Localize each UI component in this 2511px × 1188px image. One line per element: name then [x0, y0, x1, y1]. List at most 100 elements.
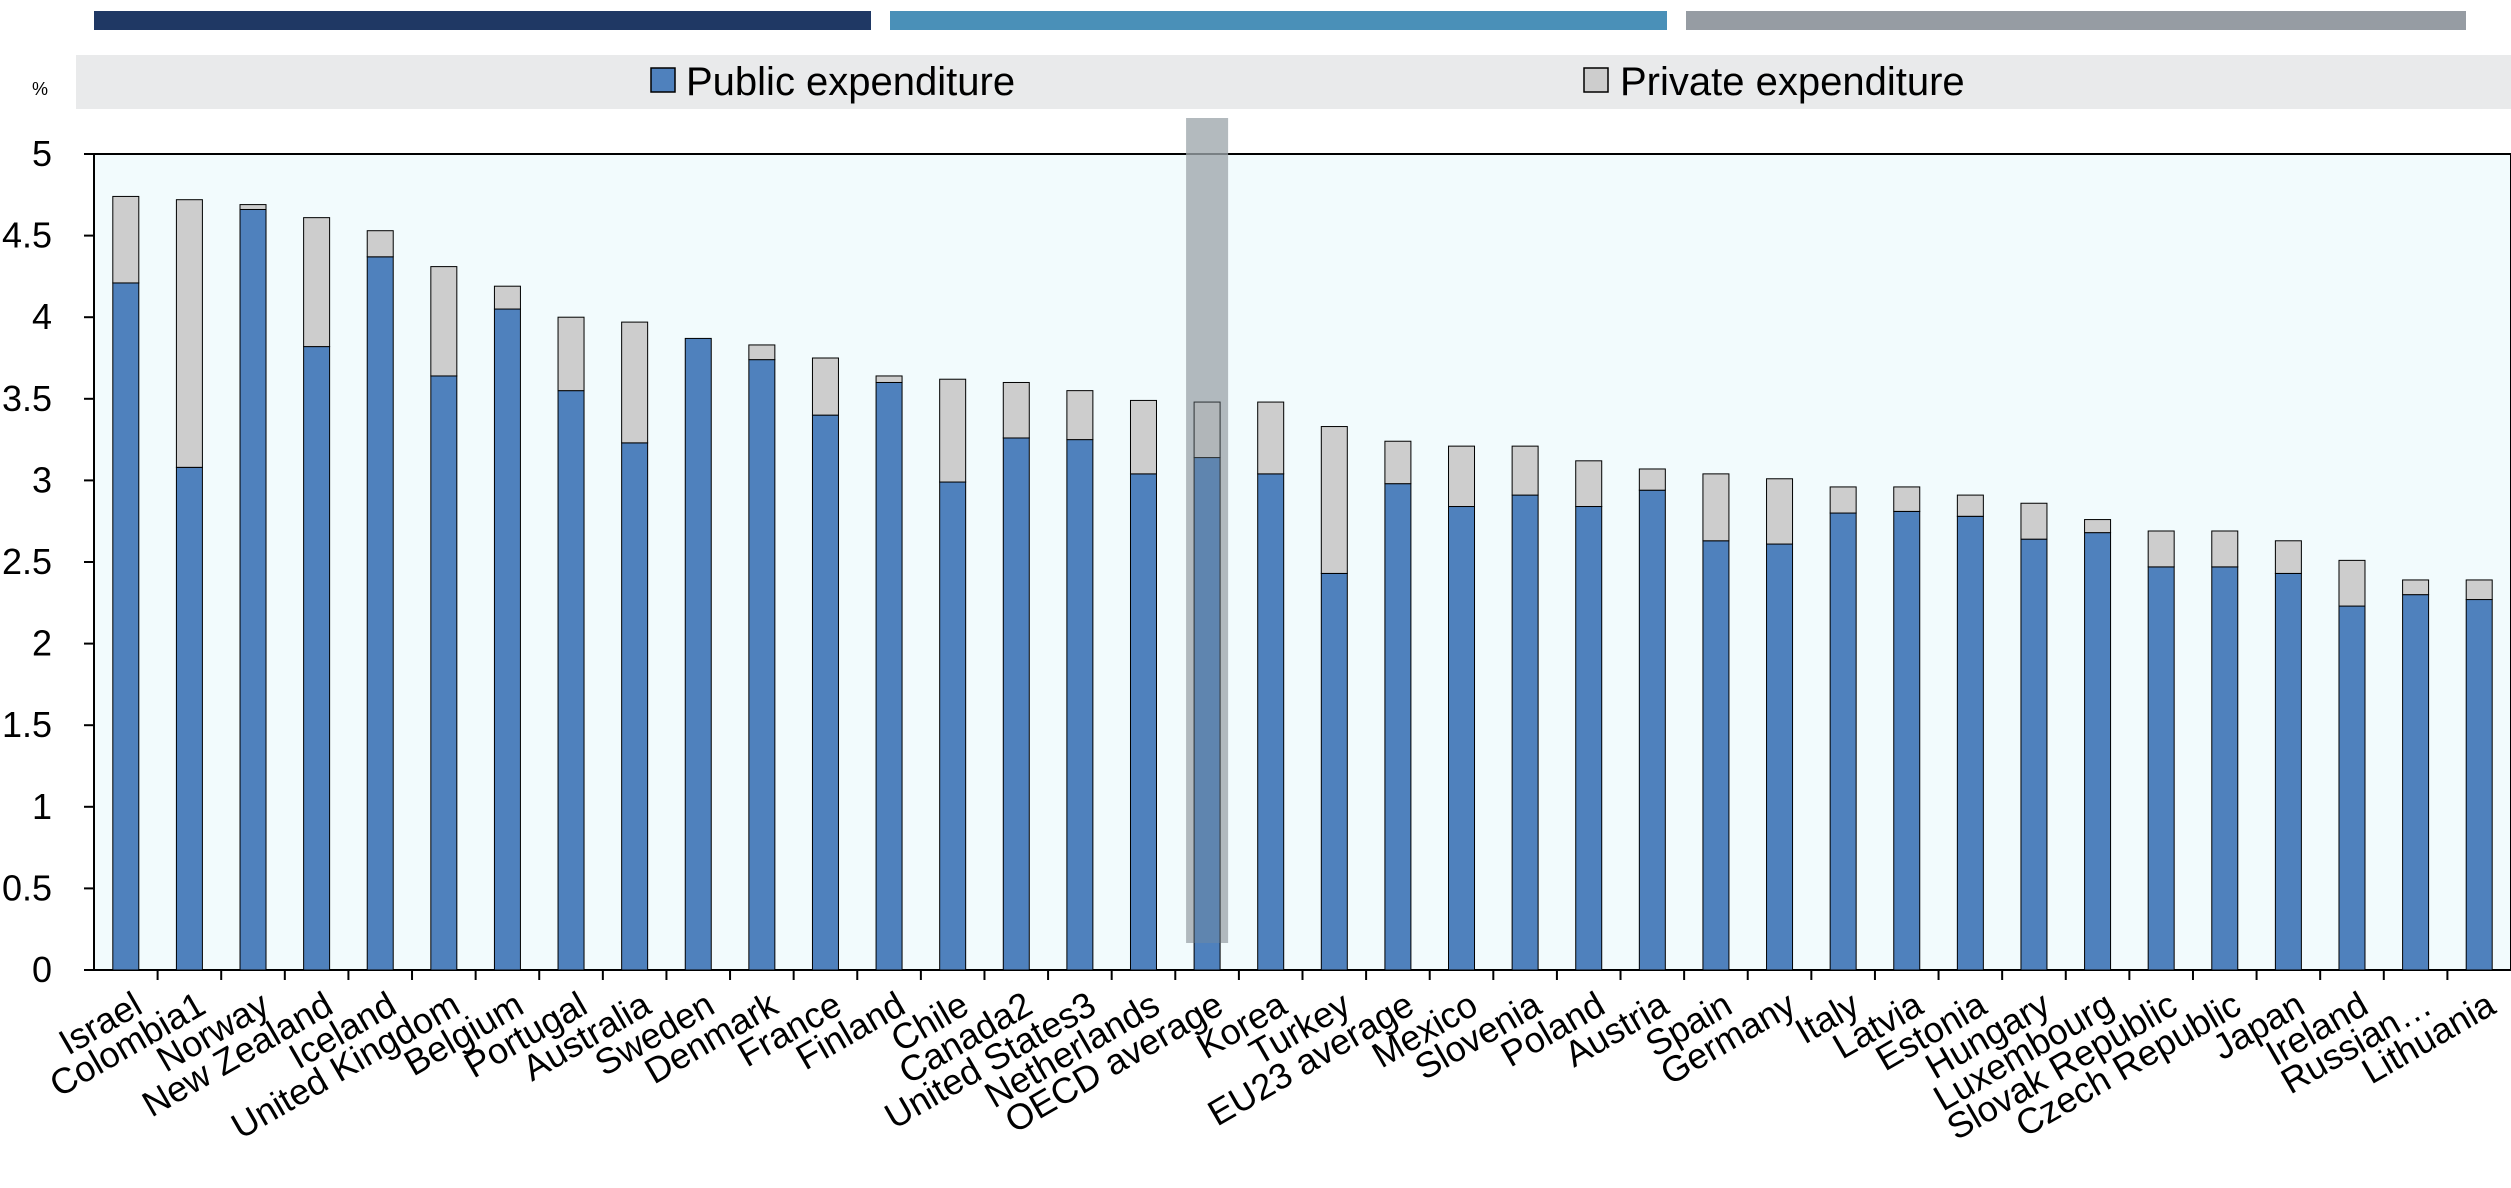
bar-private [2147, 530, 2175, 568]
legend-background [76, 55, 2511, 109]
bar-public [366, 256, 394, 971]
bar-private [2402, 579, 2430, 596]
bar-private [1257, 401, 1285, 475]
bar-private [2465, 579, 2493, 601]
bar-public [1702, 540, 1730, 971]
bar-private [1893, 486, 1921, 512]
legend-swatch-public [650, 67, 676, 93]
bar-private [875, 375, 903, 383]
bar-private [1384, 440, 1412, 485]
bar-public [621, 442, 649, 971]
legend-item-private: Private expenditure [1583, 60, 1965, 104]
bar-public [1956, 515, 1984, 971]
bar-public [1384, 483, 1412, 971]
bar-private [175, 199, 203, 468]
bar-private [1448, 445, 1476, 508]
bar-public [684, 337, 712, 971]
bar-private [939, 378, 967, 483]
bar-public [875, 381, 903, 971]
bar-public [2020, 538, 2048, 971]
bar-private [1129, 399, 1157, 475]
y-tick-label: 1.5 [2, 704, 52, 745]
bar-public [939, 481, 967, 971]
y-tick-label: 3.5 [2, 378, 52, 419]
y-tick-label: 5 [32, 133, 52, 174]
y-tick-label: 3 [32, 459, 52, 500]
bar-private [1702, 473, 1730, 542]
bar-private [557, 316, 585, 392]
bar-private [1829, 486, 1857, 514]
bar-private [1511, 445, 1539, 496]
bar-private [1575, 460, 1603, 508]
bar-public [493, 308, 521, 971]
bar-public [2274, 572, 2302, 971]
bar-public [1638, 489, 1666, 971]
bar-public [430, 375, 458, 971]
bar-private [1066, 390, 1094, 441]
legend-label-private: Private expenditure [1620, 60, 1965, 104]
bar-public [1129, 473, 1157, 971]
bar-public [1002, 437, 1030, 971]
bar-private [2338, 559, 2366, 607]
header-stripe-mid [890, 11, 1667, 30]
bar-private [430, 266, 458, 377]
bar-public [175, 466, 203, 971]
bar-public [1320, 572, 1348, 971]
bar-public [2211, 566, 2239, 971]
y-tick-label: 0.5 [2, 867, 52, 908]
bar-public [811, 414, 839, 971]
axes-layer [84, 153, 2449, 980]
bar-private [493, 285, 521, 310]
bar-public [557, 390, 585, 971]
bar-private [748, 344, 776, 361]
bar-public [1829, 512, 1857, 971]
y-tick-label: 2 [32, 623, 52, 664]
bar-private [366, 230, 394, 258]
bar-public [2147, 566, 2175, 971]
bar-private [1193, 401, 1221, 459]
legend-swatch-private [1583, 67, 1609, 93]
y-tick-label: 0 [32, 949, 52, 990]
bar-public [748, 359, 776, 971]
y-axis-unit: % [32, 79, 48, 99]
bar-public [303, 346, 331, 971]
y-tick-label: 4 [32, 296, 52, 337]
bar-private [1956, 494, 1984, 517]
bar-public [2084, 532, 2112, 971]
bar-public [1193, 457, 1221, 971]
bars-layer [112, 118, 2493, 971]
y-tick-labels: 0 0.5 1 1.5 2 2.5 3 3.5 4 4.5 5 [2, 133, 52, 990]
legend-label-public: Public expenditure [686, 60, 1015, 104]
bar-public [1511, 494, 1539, 971]
bar-private [2084, 519, 2112, 534]
bar-public [1066, 439, 1094, 971]
bar-private [1766, 478, 1794, 545]
bar-public [239, 208, 267, 971]
y-tick-label: 1 [32, 786, 52, 827]
bar-private [2274, 540, 2302, 574]
bar-private [2020, 502, 2048, 540]
bar-private [239, 204, 267, 210]
bar-public [1257, 473, 1285, 971]
bar-private [2211, 530, 2239, 568]
bar-public [1766, 543, 1794, 971]
bar-private [1320, 426, 1348, 574]
bar-public [112, 282, 140, 971]
bar-private [112, 195, 140, 284]
bar-public [2402, 594, 2430, 971]
bar-private [1002, 381, 1030, 439]
bar-private [1638, 468, 1666, 491]
bar-private [811, 357, 839, 416]
bar-private [303, 217, 331, 348]
bar-public [1575, 506, 1603, 971]
bar-private [621, 321, 649, 444]
legend-item-public: Public expenditure [650, 60, 1015, 104]
header-stripe-grey [1686, 11, 2466, 30]
y-tick-label: 2.5 [2, 541, 52, 582]
highlight-overlay [1186, 118, 1229, 943]
bar-public [1893, 510, 1921, 971]
bar-public [2338, 605, 2366, 971]
header-stripe-dark [94, 11, 871, 30]
